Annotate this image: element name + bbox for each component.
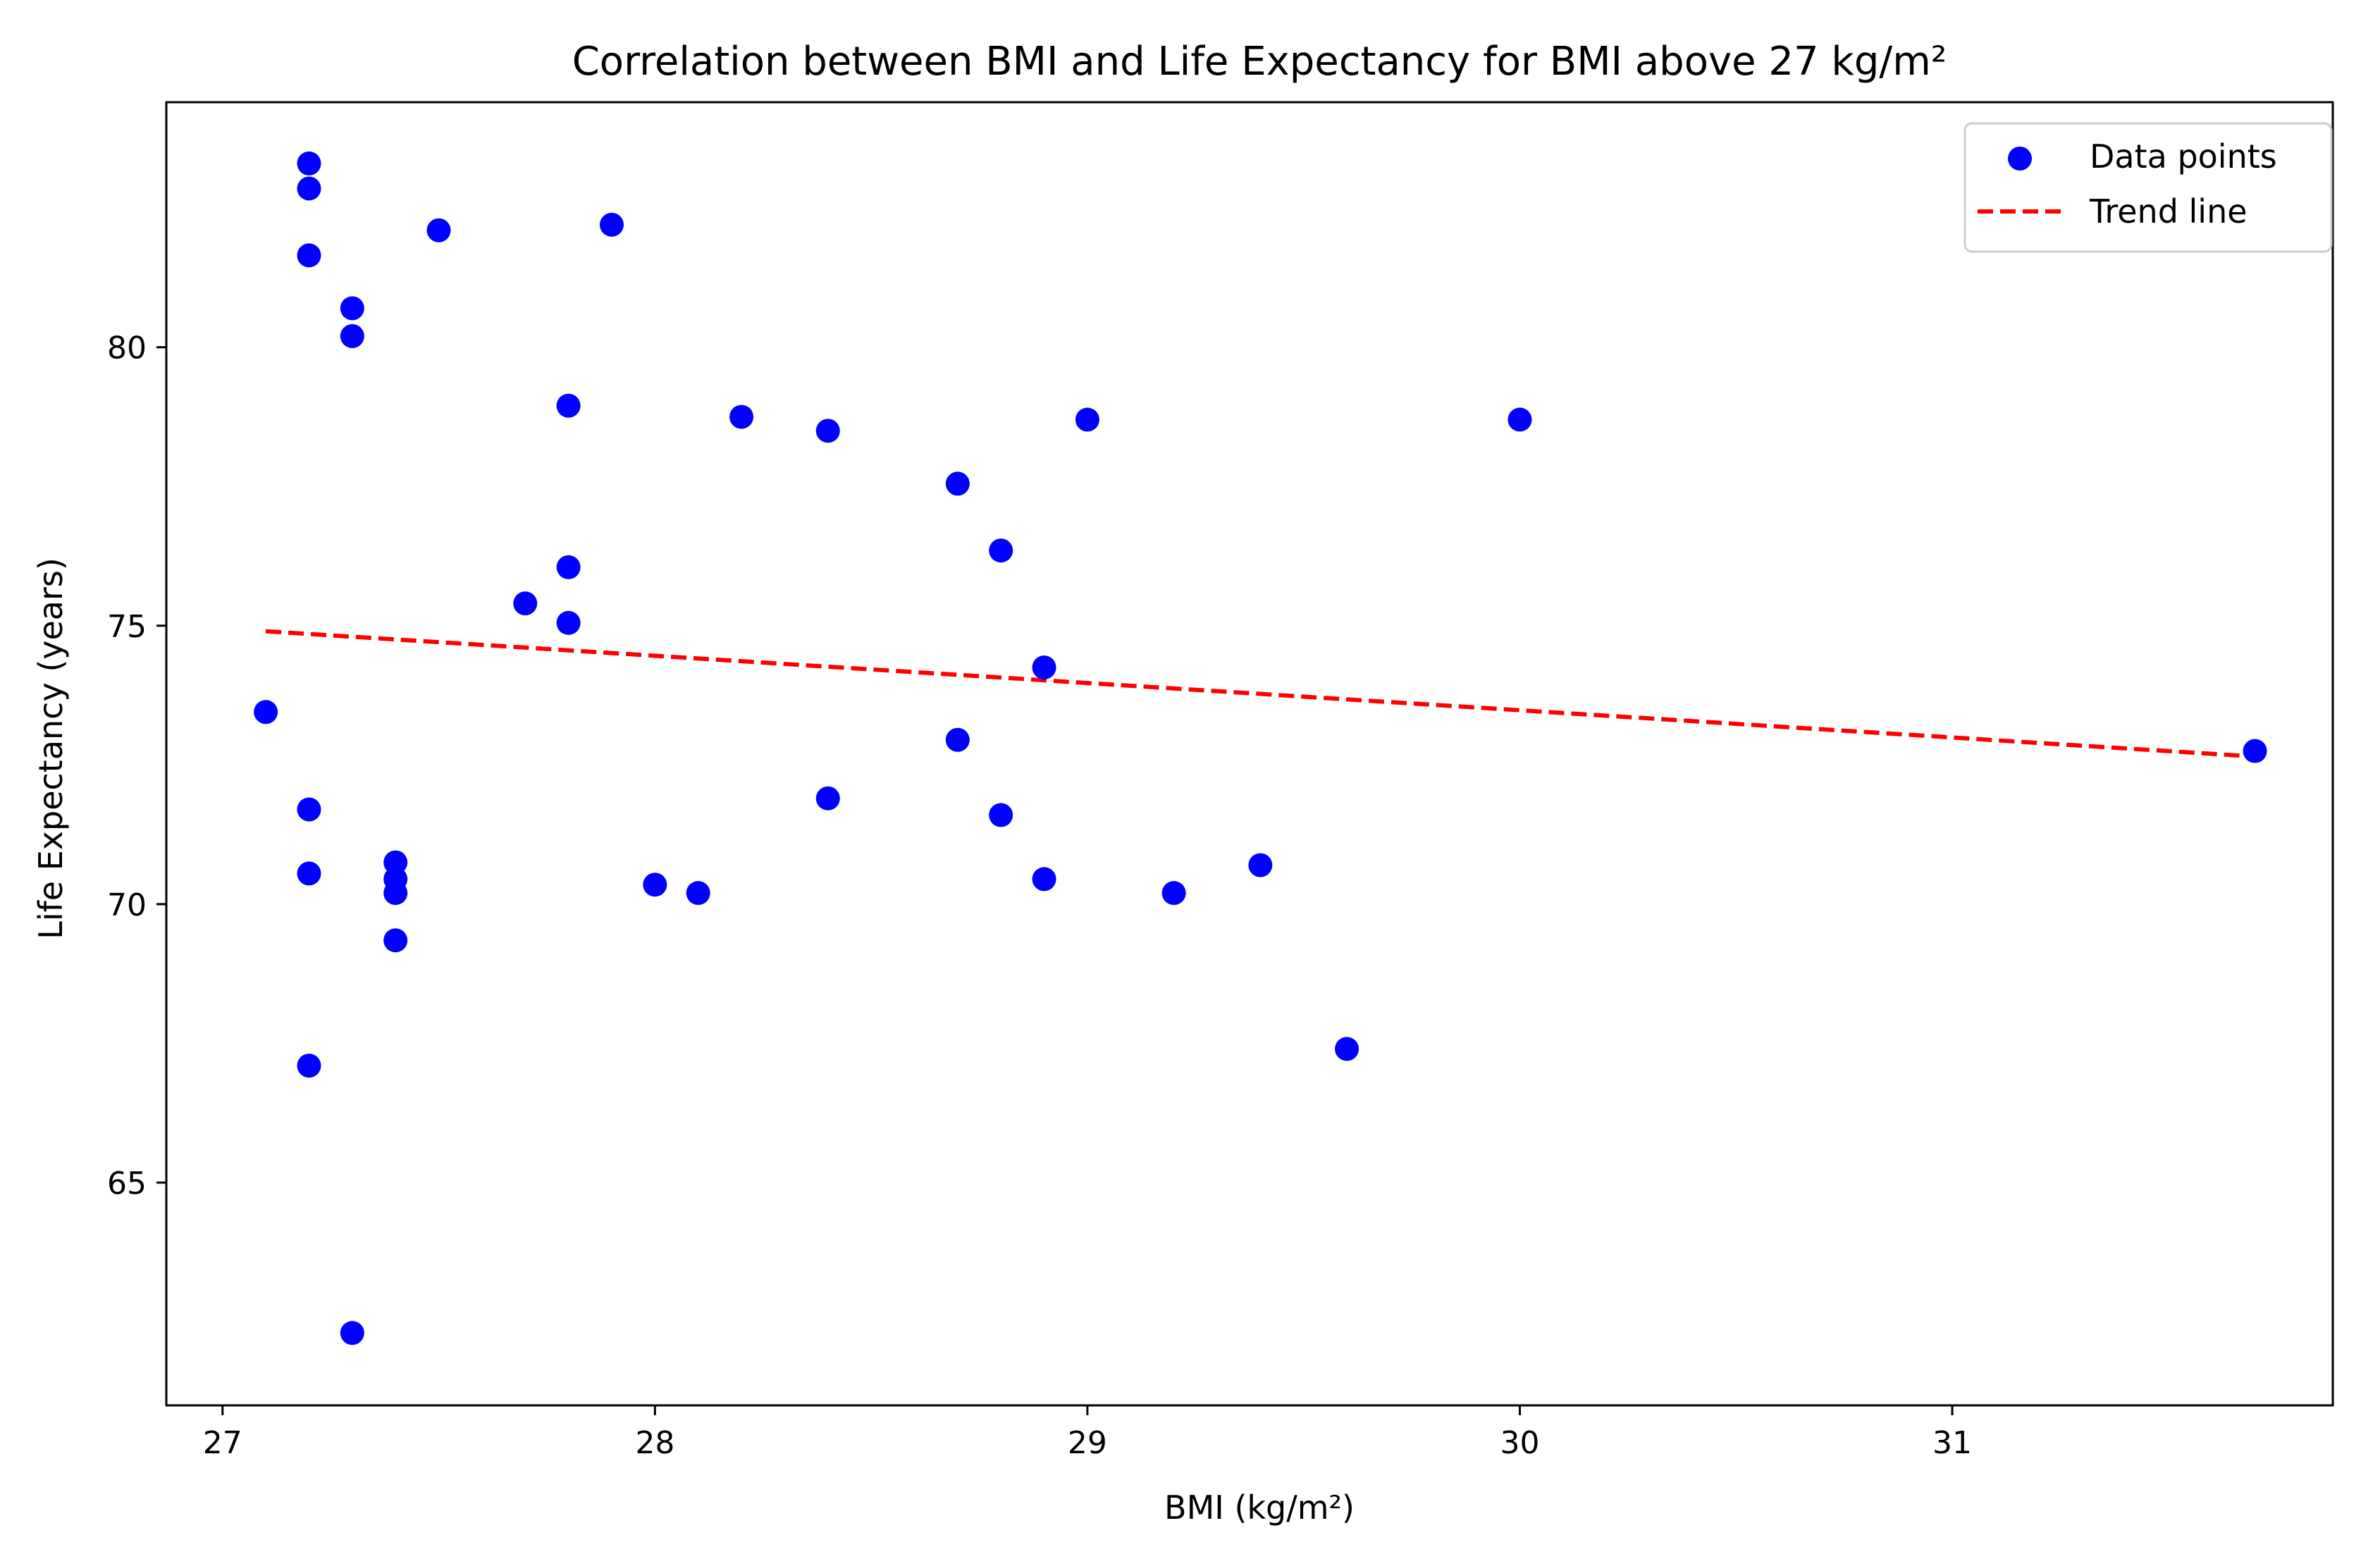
data-point [297, 151, 321, 175]
data-point [297, 176, 321, 201]
data-point [426, 218, 451, 242]
data-point [945, 727, 970, 752]
y-tick-label: 80 [107, 331, 147, 366]
data-point [989, 803, 1013, 827]
data-point [297, 243, 321, 268]
data-point [513, 591, 538, 616]
legend-frame [1963, 122, 2333, 253]
x-tick-label: 31 [1932, 1425, 1972, 1461]
data-point [1161, 881, 1186, 906]
legend-label-trend-line: Trend line [2089, 192, 2248, 230]
trend-line [265, 629, 2255, 759]
x-tick-label: 28 [635, 1425, 674, 1461]
data-point [254, 700, 278, 725]
plot-frame [165, 101, 2334, 1407]
data-point [1335, 1037, 1359, 1061]
y-tick-label: 65 [107, 1166, 147, 1202]
data-point [989, 538, 1013, 563]
data-point [815, 786, 840, 811]
data-point [1032, 867, 1056, 892]
data-point [297, 861, 321, 886]
legend-label-data-points: Data points [2090, 137, 2277, 175]
x-axis-label: BMI (kg/m²) [1164, 1489, 1355, 1527]
data-point [1032, 655, 1056, 680]
data-point [1248, 853, 1273, 877]
data-point [383, 928, 408, 953]
data-point [556, 393, 581, 418]
data-point [556, 555, 581, 579]
legend-marker-data-points [2008, 147, 2032, 171]
x-tick-label: 27 [203, 1425, 242, 1461]
plot-area: 27 28 29 30 31 65 70 75 80 [107, 101, 2334, 1461]
y-axis-label: Life Expectancy (years) [32, 557, 70, 939]
data-point [729, 405, 754, 429]
x-tick-label: 29 [1068, 1425, 1107, 1461]
data-point [383, 881, 408, 906]
y-tick-label: 70 [107, 887, 147, 923]
data-point [599, 212, 624, 237]
data-point [815, 419, 840, 443]
y-tick-label: 75 [107, 609, 147, 645]
data-point [556, 610, 581, 635]
data-point [1507, 407, 1532, 432]
data-point [945, 472, 970, 496]
data-point [1075, 407, 1099, 432]
x-tick-label: 30 [1500, 1425, 1539, 1461]
data-point [297, 1053, 321, 1078]
data-point [686, 881, 710, 906]
data-point [643, 873, 667, 897]
data-point [340, 323, 364, 348]
data-point [383, 850, 408, 875]
data-point [2243, 739, 2267, 763]
data-point [340, 1321, 364, 1345]
legend: Data points Trend line [1963, 122, 2333, 253]
data-point [297, 797, 321, 822]
chart-title: Correlation between BMI and Life Expecta… [572, 39, 1947, 85]
data-point [340, 296, 364, 321]
